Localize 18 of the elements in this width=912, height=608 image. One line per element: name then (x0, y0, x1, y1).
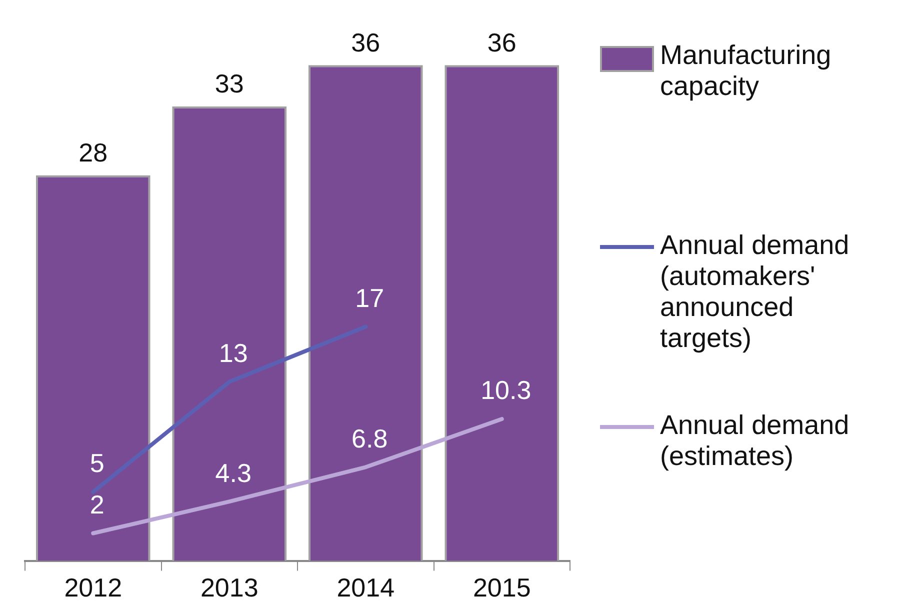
x-tick-label: 2013 (200, 572, 258, 603)
data-label: 36 (487, 27, 516, 58)
x-tick-label: 2015 (472, 572, 531, 603)
data-label: 33 (214, 68, 244, 99)
data-label: 36 (351, 27, 380, 58)
data-label: 6.8 (352, 423, 388, 454)
data-label: 10.3 (480, 375, 532, 406)
legend-label: Annual demand (estimates) (660, 410, 850, 472)
x-tick-label: 2012 (64, 572, 122, 603)
data-label: 4.3 (215, 458, 252, 488)
data-label: 28 (78, 137, 108, 168)
data-label: 17 (355, 282, 384, 313)
data-label: 5 (90, 448, 104, 478)
legend-label: Annual demand (automakers' announced targets) (660, 230, 850, 354)
text: Manufacturing capacity (660, 40, 832, 102)
data-label: 13 (218, 338, 248, 368)
data-label: 2 (90, 489, 104, 520)
x-tick-label: 2014 (336, 572, 395, 603)
